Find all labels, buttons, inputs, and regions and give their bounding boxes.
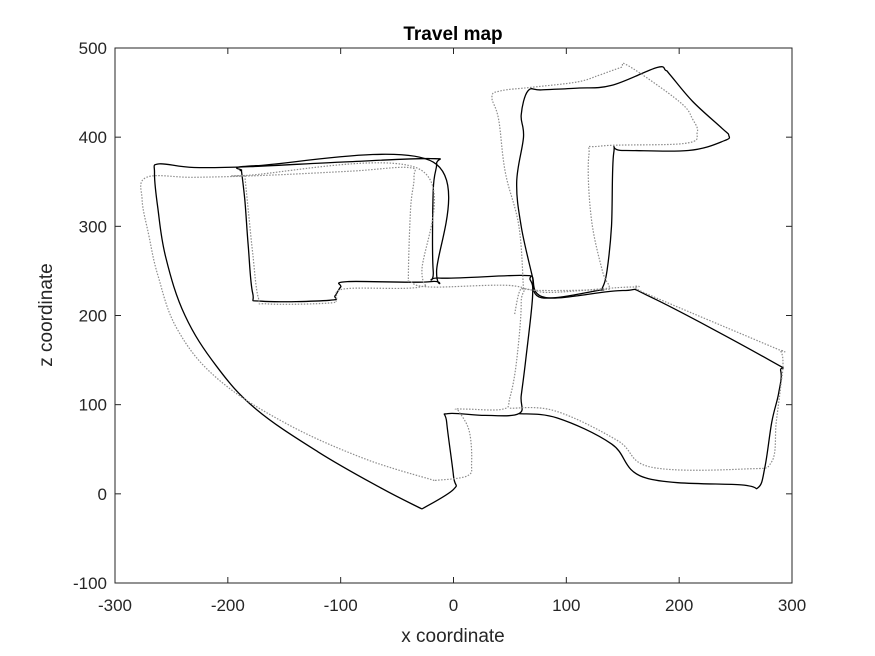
chart-title: Travel map [403, 24, 502, 45]
trajectory-solid-line [153, 157, 534, 510]
plot-area [114, 47, 793, 584]
trajectory-solid-line [518, 276, 784, 490]
x-tick-label: 200 [665, 596, 693, 615]
x-tick-label: -300 [98, 596, 132, 615]
y-tick-label: 400 [79, 128, 107, 147]
y-axis-label: z coordinate [36, 263, 57, 367]
x-tick-label: -100 [324, 596, 358, 615]
trajectory-dotted-line [230, 162, 436, 305]
y-tick-label: 500 [79, 39, 107, 58]
y-tick-label: 300 [79, 217, 107, 236]
x-axis-label: x coordinate [401, 626, 505, 647]
trajectory-dotted-line [509, 285, 786, 471]
trajectory-solid-line [236, 153, 450, 303]
y-tick-label: -100 [73, 574, 107, 593]
x-tick-label: 0 [449, 596, 458, 615]
y-tick-label: 200 [79, 307, 107, 326]
x-tick-label: 300 [778, 596, 806, 615]
x-tick-label: -200 [211, 596, 245, 615]
y-tick-label: 0 [98, 485, 107, 504]
x-tick-label: 100 [552, 596, 580, 615]
y-tick-label: 100 [79, 396, 107, 415]
trajectory-dotted-line [491, 62, 699, 292]
trajectory-dotted-line [140, 166, 526, 482]
series-layer [140, 62, 786, 510]
tick-layer: -300 -200 -100 0 100 200 300 -100 0 100 200 300 400 5… [73, 39, 806, 615]
trajectory-solid-line [516, 66, 731, 299]
